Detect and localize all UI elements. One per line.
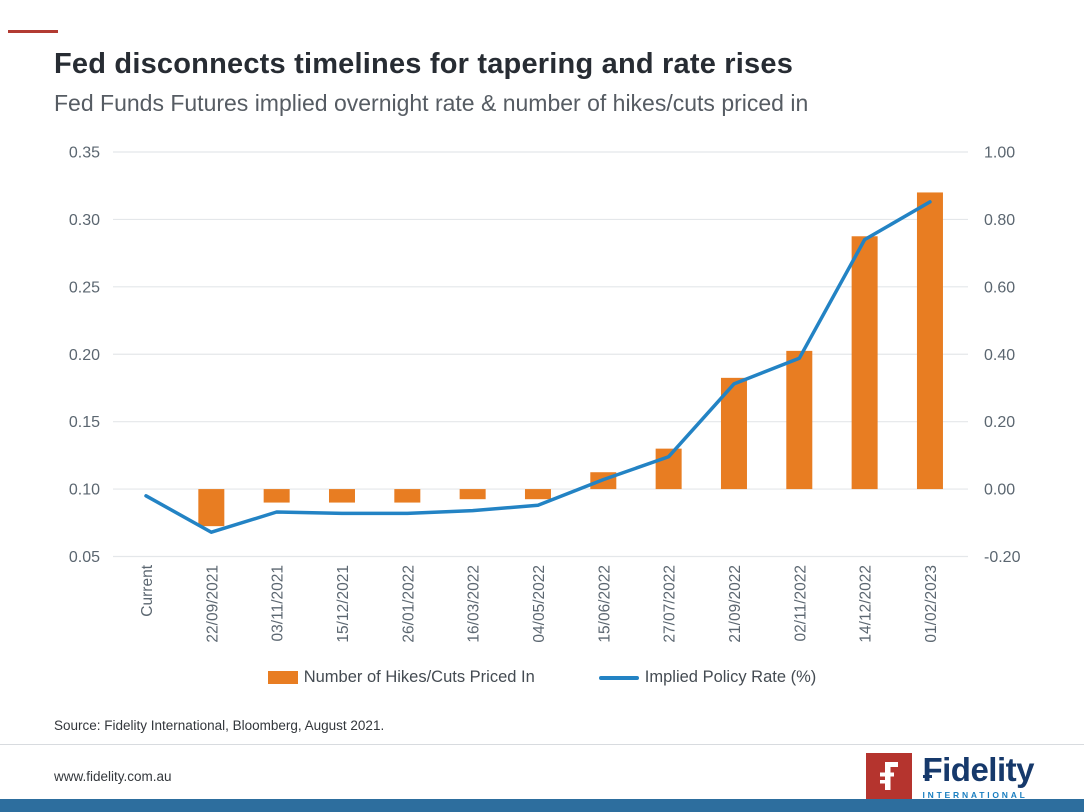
hikes-bar: [851, 236, 878, 490]
hikes-bar: [263, 489, 290, 503]
corner-accent-dash: [8, 30, 58, 33]
legend-label-bars: Number of Hikes/Cuts Priced In: [303, 668, 535, 686]
hikes-bar: [916, 192, 943, 490]
left-axis-tick-label: 0.25: [69, 279, 100, 296]
hikes-bar: [394, 489, 421, 503]
wordmark-f-crossbar: [923, 775, 933, 778]
left-axis-tick-label: 0.05: [69, 549, 100, 566]
footer-divider: [0, 744, 1084, 745]
legend-item-line: Implied Policy Rate (%): [598, 668, 817, 687]
category-label: 27/07/2022: [662, 565, 679, 643]
policy-rate-line: [144, 200, 932, 534]
fidelity-logo: Fidelity INTERNATIONAL: [866, 752, 1034, 800]
line-series-swatch: [598, 675, 639, 680]
category-label: 04/05/2022: [531, 565, 548, 643]
category-label: 03/11/2021: [270, 565, 287, 641]
right-axis-tick-label: -0.20: [984, 549, 1021, 566]
category-label: 14/12/2022: [858, 565, 875, 643]
category-label: 15/06/2022: [596, 565, 613, 643]
legend-label-line: Implied Policy Rate (%): [644, 668, 817, 686]
category-label: 02/11/2022: [792, 565, 809, 641]
footer-url[interactable]: www.fidelity.com.au: [54, 769, 172, 784]
right-axis-tick-label: 1.00: [984, 145, 1015, 162]
right-axis-tick-label: 0.00: [984, 482, 1015, 499]
category-label: 26/01/2022: [400, 565, 417, 643]
right-axis-tick-label: 0.60: [984, 279, 1015, 296]
right-axis-tick-label: 0.20: [984, 414, 1015, 431]
hikes-bar: [720, 377, 747, 490]
hikes-bar: [198, 489, 225, 527]
source-note: Source: Fidelity International, Bloomber…: [54, 718, 385, 733]
bottom-brand-bar: [0, 799, 1084, 812]
page-subtitle: Fed Funds Futures implied overnight rate…: [54, 90, 809, 116]
category-label: 22/09/2021: [204, 565, 221, 643]
left-axis-tick-label: 0.35: [69, 145, 100, 162]
category-label: Current: [139, 564, 156, 616]
category-label: 16/03/2022: [466, 565, 483, 643]
legend-item-bars: Number of Hikes/Cuts Priced In: [267, 668, 535, 687]
left-axis-tick-label: 0.15: [69, 414, 100, 431]
logo-wordmark: Fidelity: [922, 751, 1034, 788]
hikes-bar: [459, 489, 486, 500]
category-label: 15/12/2021: [335, 565, 352, 643]
logo-subtitle: INTERNATIONAL: [922, 790, 1028, 800]
page-title: Fed disconnects timelines for tapering a…: [54, 48, 794, 80]
left-axis-tick-label: 0.10: [69, 482, 100, 499]
logo-wordmark-wrap: Fidelity: [922, 752, 1034, 788]
right-axis-tick-label: 0.40: [984, 347, 1015, 364]
hikes-bar: [524, 489, 551, 500]
hikes-bar: [328, 489, 355, 503]
combo-chart-canvas: 0.35 0.30 0.25 0.20 0.15 0.10 0.05 1.00 0.80 0.60…: [69, 145, 1021, 643]
chart-legend: Number of Hikes/Cuts Priced In Implied P…: [0, 668, 1084, 687]
fidelity-f-glyph: [880, 762, 899, 790]
bar-series-swatch: [267, 671, 298, 684]
left-axis-tick-label: 0.30: [69, 212, 100, 229]
left-axis-tick-label: 0.20: [69, 347, 100, 364]
hikes-bar: [786, 350, 813, 490]
right-axis-tick-label: 0.80: [984, 212, 1015, 229]
fidelity-f-icon: [866, 753, 913, 799]
logo-text-column: Fidelity INTERNATIONAL: [922, 752, 1034, 801]
category-label: 01/02/2023: [923, 565, 940, 643]
category-label: 21/09/2022: [727, 565, 744, 643]
